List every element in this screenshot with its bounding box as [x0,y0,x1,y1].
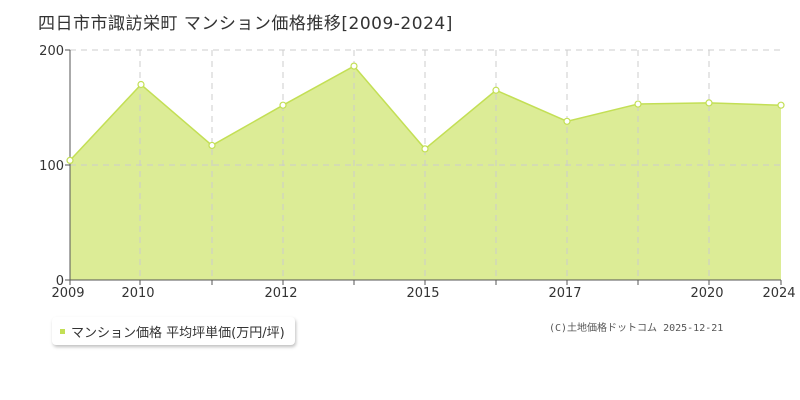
data-point [705,99,713,107]
source-credit: (C)土地価格ドットコム 2025-12-21 [549,323,724,334]
area-chart: 0 100 200 2009 2010 2012 2015 2017 2020 2024 [39,44,795,301]
legend-label: マンション価格 平均坪単価(万円/坪) [71,325,285,341]
data-point [137,80,145,89]
data-point [777,101,785,109]
x-tick-label: 2010 [121,286,154,301]
data-point [350,62,358,70]
x-tick-label: 2017 [548,286,581,301]
axes [65,49,782,285]
tick-labels: 0 100 200 2009 2010 2012 2015 2017 2020 2024 [39,44,795,301]
data-points [66,62,785,164]
legend-swatch [60,328,65,334]
x-tick-label: 2012 [264,286,297,301]
data-point [492,86,500,94]
x-tick-label: 2020 [690,286,723,301]
data-point [279,101,287,109]
data-point [634,100,642,108]
chart-title: 四日市市諏訪栄町 マンション価格推移[2009-2024] [38,14,453,34]
y-tick-label: 200 [39,44,64,59]
grid-lines [70,49,781,280]
y-tick-label: 100 [39,159,64,174]
data-point [208,141,216,150]
y-tick-label: 0 [56,274,64,289]
x-tick-label: 2009 [51,286,84,301]
legend: マンション価格 平均坪単価(万円/坪) [52,317,295,345]
data-point [421,145,429,153]
data-point [66,156,74,164]
x-tick-label: 2024 [762,286,795,301]
data-point [563,117,571,125]
x-tick-label: 2015 [406,286,439,301]
